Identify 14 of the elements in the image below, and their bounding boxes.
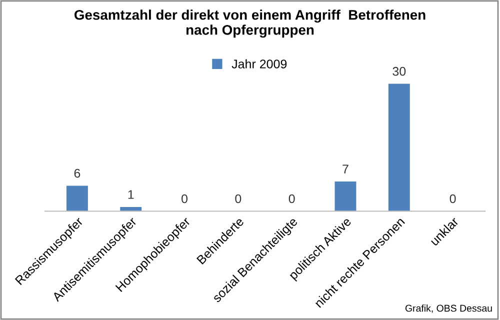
bar — [334, 181, 356, 212]
bar — [66, 186, 88, 212]
data-label: 1 — [128, 190, 134, 199]
data-label: 0 — [235, 194, 242, 204]
bar — [388, 84, 410, 212]
data-label: 0 — [182, 194, 188, 204]
data-label: 30 — [392, 66, 406, 76]
data-label: 6 — [74, 168, 80, 178]
chart-title: Gesamtzahl der direkt von einem Angriff Betroffenen nach Opfergruppen — [74, 10, 426, 38]
data-label: 0 — [288, 194, 295, 204]
data-label: 0 — [450, 194, 456, 204]
legend-label: Jahr 2009 — [232, 59, 287, 68]
text: Grafik, OBS Dessau — [405, 304, 492, 313]
data-label: 7 — [342, 164, 348, 174]
